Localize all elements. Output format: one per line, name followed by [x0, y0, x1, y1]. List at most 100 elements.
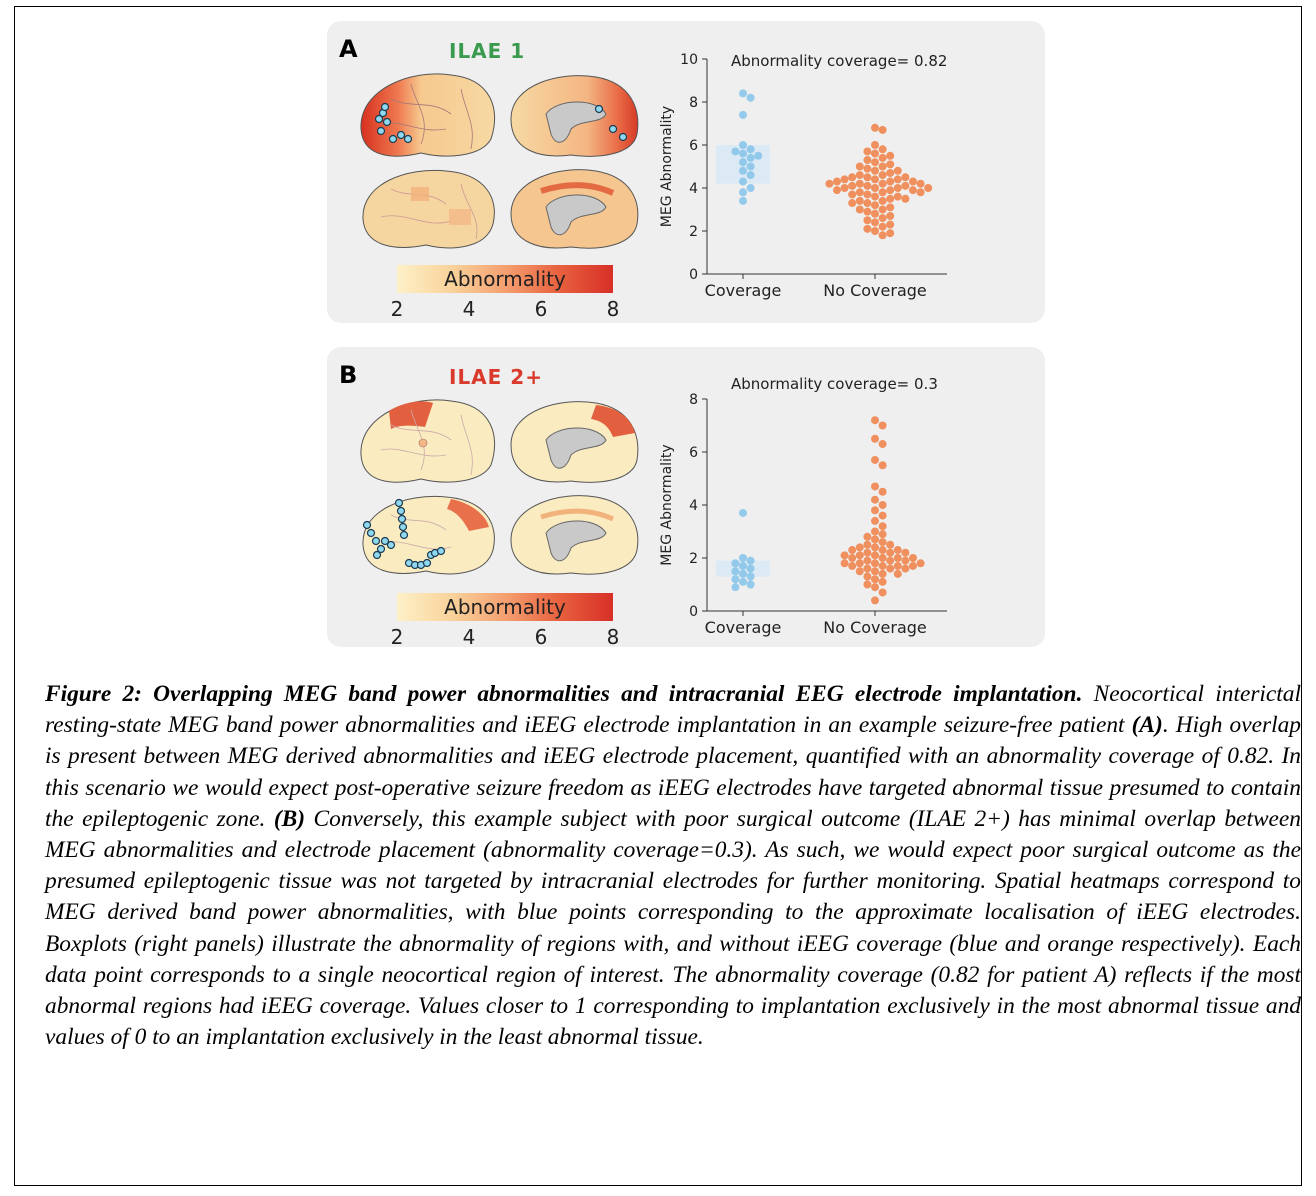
coverage-point — [754, 151, 763, 160]
brain-medial-bottom — [510, 169, 639, 249]
coverage-point — [746, 556, 755, 565]
panel-b-outcome-label: ILAE 2+ — [449, 365, 543, 389]
no-coverage-point — [878, 179, 887, 188]
panel-b-swarm-plot: 0 2 4 6 8 Coverage No Coverage MEG Abnormality A… — [659, 375, 947, 637]
coverage-point — [739, 188, 747, 197]
no-coverage-point — [840, 559, 849, 568]
coverage-point — [746, 564, 755, 573]
coverage-point — [739, 89, 747, 98]
coverage-point — [739, 158, 747, 167]
no-coverage-point — [855, 559, 864, 568]
figure-frame: A ILAE 1 — [14, 6, 1302, 1186]
coverage-point — [731, 583, 740, 592]
y-tick-label: 6 — [689, 445, 698, 461]
no-coverage-point — [871, 184, 879, 192]
no-coverage-point — [871, 201, 879, 210]
no-coverage-point — [901, 194, 910, 203]
no-coverage-point — [886, 211, 895, 220]
chart-title: Abnormality coverage= 0.3 — [731, 375, 938, 393]
no-coverage-point — [871, 434, 879, 443]
caption-text-2: . High overlap is present between MEG de… — [45, 712, 1301, 832]
no-coverage-point — [886, 548, 895, 557]
coverage-point — [746, 93, 755, 102]
panel-a-colorbar-label: Abnormality — [444, 267, 566, 291]
no-coverage-point — [855, 171, 864, 180]
no-coverage-point — [878, 530, 887, 539]
no-coverage-point — [878, 440, 887, 449]
no-coverage-point — [871, 482, 879, 491]
panel-a-colorbar-tick: 4 — [462, 297, 476, 321]
no-coverage-point — [924, 184, 933, 192]
no-coverage-point — [848, 554, 857, 562]
no-coverage-point — [871, 416, 879, 425]
no-coverage-point — [863, 199, 872, 208]
no-coverage-point — [871, 192, 879, 201]
panel-a-colorbar-tick: 2 — [390, 297, 404, 321]
no-coverage-point — [855, 162, 864, 171]
y-tick-label: 0 — [689, 604, 698, 620]
no-coverage-point — [863, 181, 872, 190]
panel-b-colorbar-label: Abnormality — [444, 595, 566, 619]
no-coverage-point — [848, 199, 857, 208]
coverage-point — [746, 153, 755, 162]
y-axis-label: MEG Abnormality — [659, 106, 675, 227]
no-coverage-point — [878, 145, 887, 154]
no-coverage-point — [863, 548, 872, 557]
panel-a: A ILAE 1 — [327, 21, 1045, 323]
no-coverage-point — [886, 203, 895, 212]
coverage-point — [739, 554, 747, 562]
no-coverage-point — [871, 227, 879, 235]
no-coverage-point — [848, 561, 857, 570]
no-coverage-point — [863, 216, 872, 225]
no-coverage-point — [855, 567, 864, 576]
caption-text-3: Conversely, this example subject with po… — [45, 805, 1301, 1051]
y-tick-label: 10 — [680, 52, 698, 68]
coverage-point — [739, 508, 747, 517]
brain-medial-top — [510, 401, 639, 483]
brain-lateral-bottom — [362, 169, 495, 249]
no-coverage-point — [871, 535, 879, 544]
no-coverage-point — [848, 181, 857, 190]
no-coverage-point — [901, 548, 910, 557]
panel-b-colorbar: Abnormality — [397, 593, 613, 621]
panel-b-letter: B — [339, 361, 358, 389]
no-coverage-point — [909, 554, 917, 562]
no-coverage-point — [878, 196, 887, 205]
no-coverage-point — [878, 222, 887, 231]
figure-caption: Figure 2: Overlapping MEG band power abn… — [45, 679, 1301, 1053]
no-coverage-point — [878, 188, 887, 197]
no-coverage-point — [848, 546, 857, 555]
no-coverage-point — [863, 556, 872, 565]
coverage-point — [739, 177, 747, 186]
no-coverage-point — [878, 171, 887, 180]
no-coverage-point — [863, 540, 872, 549]
brain-lateral-bottom — [362, 495, 495, 575]
no-coverage-point — [833, 177, 841, 186]
panel-a-colorbar-tick: 8 — [606, 297, 620, 321]
coverage-point — [731, 575, 740, 584]
no-coverage-point — [886, 177, 895, 186]
no-coverage-point — [886, 168, 895, 177]
no-coverage-point — [878, 538, 887, 547]
no-coverage-point — [878, 487, 887, 496]
no-coverage-point — [909, 177, 917, 186]
coverage-point — [731, 147, 740, 156]
no-coverage-point — [863, 190, 872, 199]
no-coverage-point — [848, 190, 857, 199]
no-coverage-point — [871, 575, 879, 584]
no-coverage-point — [855, 551, 864, 560]
no-coverage-point — [878, 205, 887, 214]
no-coverage-point — [878, 162, 887, 171]
coverage-point — [746, 171, 755, 180]
no-coverage-point — [871, 583, 879, 592]
no-coverage-point — [878, 511, 887, 520]
no-coverage-point — [863, 532, 872, 541]
no-coverage-point — [863, 164, 872, 173]
no-coverage-point — [893, 184, 902, 192]
no-coverage-point — [916, 559, 925, 568]
panel-a-swarm-plot: 0 2 4 6 8 10 Coverage No Coverage MEG Abnormalit… — [659, 52, 947, 300]
coverage-point — [746, 184, 755, 192]
x-tick-label: No Coverage — [823, 281, 927, 300]
no-coverage-point — [840, 551, 849, 560]
coverage-point — [739, 561, 747, 570]
